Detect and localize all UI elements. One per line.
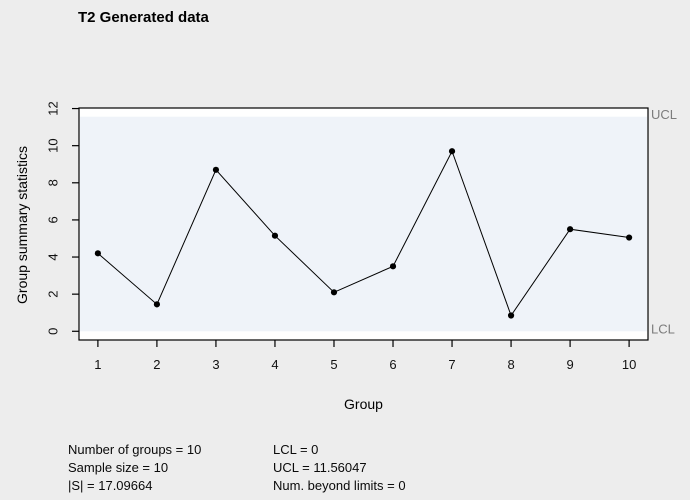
y-axis-tick-label: 12: [45, 101, 60, 115]
stat-num-beyond-limits: Num. beyond limits = 0: [273, 478, 406, 493]
data-point: [212, 166, 220, 173]
data-point: [330, 289, 338, 296]
stat-ucl: UCL = 11.56047: [273, 460, 367, 475]
x-axis-tick-label: 6: [389, 357, 396, 372]
data-point: [153, 301, 161, 308]
x-axis-title: Group: [344, 396, 383, 412]
data-point: [271, 232, 279, 239]
x-axis-tick-label: 4: [271, 357, 278, 372]
x-axis-tick-label: 8: [507, 357, 514, 372]
y-axis-tick-label: 4: [45, 253, 60, 260]
data-point: [389, 263, 397, 270]
y-axis-tick-label: 6: [45, 216, 60, 223]
y-axis-tick-label: 8: [45, 179, 60, 186]
plot-border: [78, 107, 649, 341]
data-line: [97, 149, 630, 317]
y-axis-tick-label: 0: [45, 328, 60, 335]
x-axis-tick-label: 7: [448, 357, 455, 372]
data-point: [448, 148, 456, 155]
y-axis-tick-label: 2: [45, 291, 60, 298]
summary-stats-left-column: Number of groups = 10 Sample size = 10 |…: [68, 441, 201, 495]
x-axis-tick-label: 9: [566, 357, 573, 372]
data-point: [94, 250, 101, 257]
lcl-label: LCL: [651, 322, 675, 337]
stat-lcl: LCL = 0: [273, 442, 319, 457]
control-limits-band: [80, 116, 647, 332]
x-axis-tick-label: 2: [153, 357, 160, 372]
stat-sample-size: Sample size = 10: [68, 460, 169, 475]
stat-number-of-groups: Number of groups = 10: [68, 442, 202, 457]
x-axis-tick-label: 5: [330, 357, 337, 372]
stat-s-determinant: |S| = 17.09664: [68, 478, 153, 493]
chart-title: T2 Generated data: [78, 9, 209, 26]
y-axis-tick-label: 10: [45, 138, 60, 152]
data-point: [507, 312, 515, 319]
summary-stats-right-column: LCL = 0 UCL = 11.56047 Num. beyond limit…: [273, 441, 406, 495]
data-point: [566, 226, 574, 233]
x-axis-tick-label: 10: [622, 357, 636, 372]
x-axis-tick-label: 1: [94, 357, 101, 372]
data-point: [626, 234, 633, 241]
x-axis-tick-label: 3: [212, 357, 219, 372]
ucl-label: UCL: [651, 107, 677, 122]
